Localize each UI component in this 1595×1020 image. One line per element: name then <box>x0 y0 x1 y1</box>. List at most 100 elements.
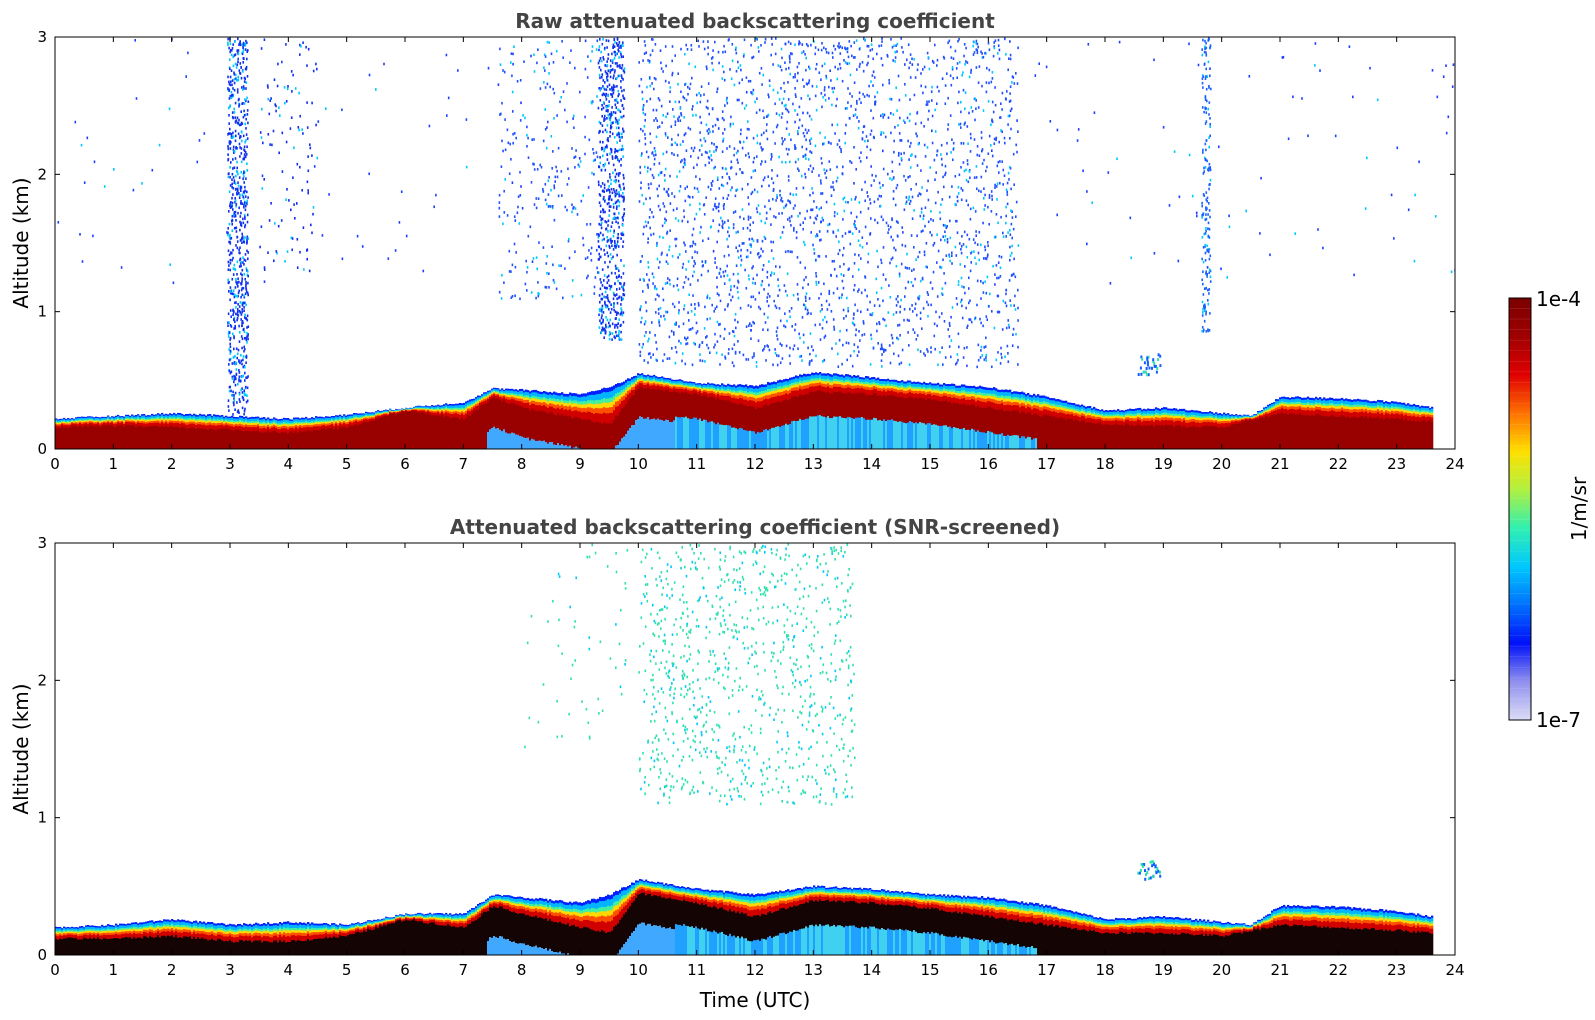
layer-band <box>61 423 64 427</box>
noise-pixel <box>734 210 737 213</box>
noise-pixel <box>653 287 656 290</box>
noise-pixel <box>964 121 966 125</box>
noise-pixel <box>537 281 539 284</box>
noise-pixel <box>751 356 754 359</box>
noise-pixel <box>616 326 619 329</box>
noise-pixel <box>236 356 238 360</box>
noise-pixel <box>618 41 621 44</box>
noise-pixel <box>936 153 938 157</box>
noise-pixel <box>682 286 685 289</box>
noise-pixel <box>710 182 713 185</box>
noise-pixel <box>238 176 241 179</box>
noise-pixel <box>524 116 526 120</box>
noise-pixel <box>1008 114 1011 118</box>
noise-pixel <box>1204 305 1206 309</box>
noise-pixel <box>614 120 617 124</box>
noise-pixel <box>240 202 242 205</box>
noise-pixel <box>591 171 593 175</box>
layer-band <box>131 419 134 421</box>
noise-pixel <box>552 278 555 282</box>
noise-pixel <box>641 255 643 258</box>
noise-pixel <box>682 262 685 266</box>
noise-pixel <box>975 230 977 233</box>
noise-pixel <box>584 135 586 139</box>
noise-pixel <box>642 290 644 293</box>
layer-core <box>97 424 100 449</box>
noise-pixel <box>654 298 657 301</box>
noise-pixel <box>621 313 624 317</box>
noise-pixel <box>238 375 241 379</box>
noise-pixel <box>239 258 241 262</box>
noise-pixel <box>894 248 897 252</box>
noise-pixel <box>903 208 906 211</box>
noise-pixel <box>736 188 739 191</box>
noise-pixel <box>238 280 240 284</box>
noise-pixel <box>547 193 550 196</box>
noise-pixel <box>762 349 764 352</box>
noise-pixel <box>900 139 903 142</box>
noise-pixel <box>914 76 917 79</box>
noise-pixel <box>510 296 513 299</box>
noise-pixel <box>899 334 901 337</box>
noise-pixel <box>869 313 872 316</box>
noise-pixel <box>910 141 912 145</box>
noise-pixel <box>716 145 718 149</box>
noise-pixel <box>641 152 643 155</box>
noise-pixel <box>1008 178 1010 181</box>
noise-pixel <box>859 339 861 342</box>
noise-pixel <box>957 332 960 336</box>
layer-band <box>141 423 144 427</box>
noise-pixel <box>789 42 792 45</box>
noise-pixel <box>614 53 617 57</box>
noise-pixel <box>872 84 874 87</box>
noise-pixel <box>821 161 823 165</box>
noise-pixel <box>847 101 849 104</box>
noise-pixel <box>535 206 538 210</box>
noise-pixel <box>758 71 761 75</box>
noise-pixel <box>241 406 244 410</box>
noise-pixel <box>1228 214 1230 218</box>
noise-pixel <box>891 256 894 260</box>
noise-pixel <box>861 333 863 337</box>
noise-pixel <box>242 328 245 332</box>
noise-pixel <box>684 83 686 86</box>
noise-pixel <box>361 245 364 248</box>
layer-band <box>149 418 152 421</box>
noise-pixel <box>609 331 611 334</box>
noise-pixel <box>815 280 817 284</box>
layer-band <box>109 423 112 426</box>
noise-pixel <box>241 287 243 290</box>
noise-pixel <box>741 171 743 174</box>
noise-pixel <box>685 275 687 279</box>
noise-pixel <box>237 60 239 64</box>
layer-band <box>75 419 78 422</box>
noise-pixel <box>695 321 698 325</box>
noise-pixel <box>1203 309 1206 313</box>
noise-pixel <box>775 306 778 310</box>
noise-pixel <box>81 260 84 263</box>
noise-pixel <box>984 245 986 249</box>
noise-pixel <box>957 101 959 105</box>
layer-band <box>69 422 72 424</box>
noise-pixel <box>655 77 657 81</box>
noise-pixel <box>277 62 279 66</box>
noise-pixel <box>847 341 850 345</box>
noise-pixel <box>692 105 694 108</box>
noise-pixel <box>665 190 668 193</box>
noise-pixel <box>896 336 898 340</box>
noise-pixel <box>607 299 610 302</box>
noise-pixel <box>747 152 750 155</box>
noise-pixel <box>890 131 892 135</box>
noise-pixel <box>965 46 967 50</box>
noise-pixel <box>233 215 236 218</box>
noise-pixel <box>716 240 718 244</box>
noise-pixel <box>236 295 239 298</box>
noise-pixel <box>930 350 932 354</box>
noise-pixel <box>752 277 755 281</box>
noise-pixel <box>822 318 824 322</box>
noise-pixel <box>544 183 547 186</box>
noise-pixel <box>623 176 625 180</box>
noise-pixel <box>239 62 242 65</box>
noise-pixel <box>916 313 918 317</box>
noise-pixel <box>842 286 845 290</box>
